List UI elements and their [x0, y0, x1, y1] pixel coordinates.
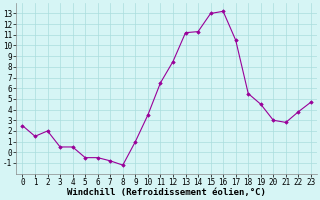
X-axis label: Windchill (Refroidissement éolien,°C): Windchill (Refroidissement éolien,°C) — [67, 188, 266, 197]
